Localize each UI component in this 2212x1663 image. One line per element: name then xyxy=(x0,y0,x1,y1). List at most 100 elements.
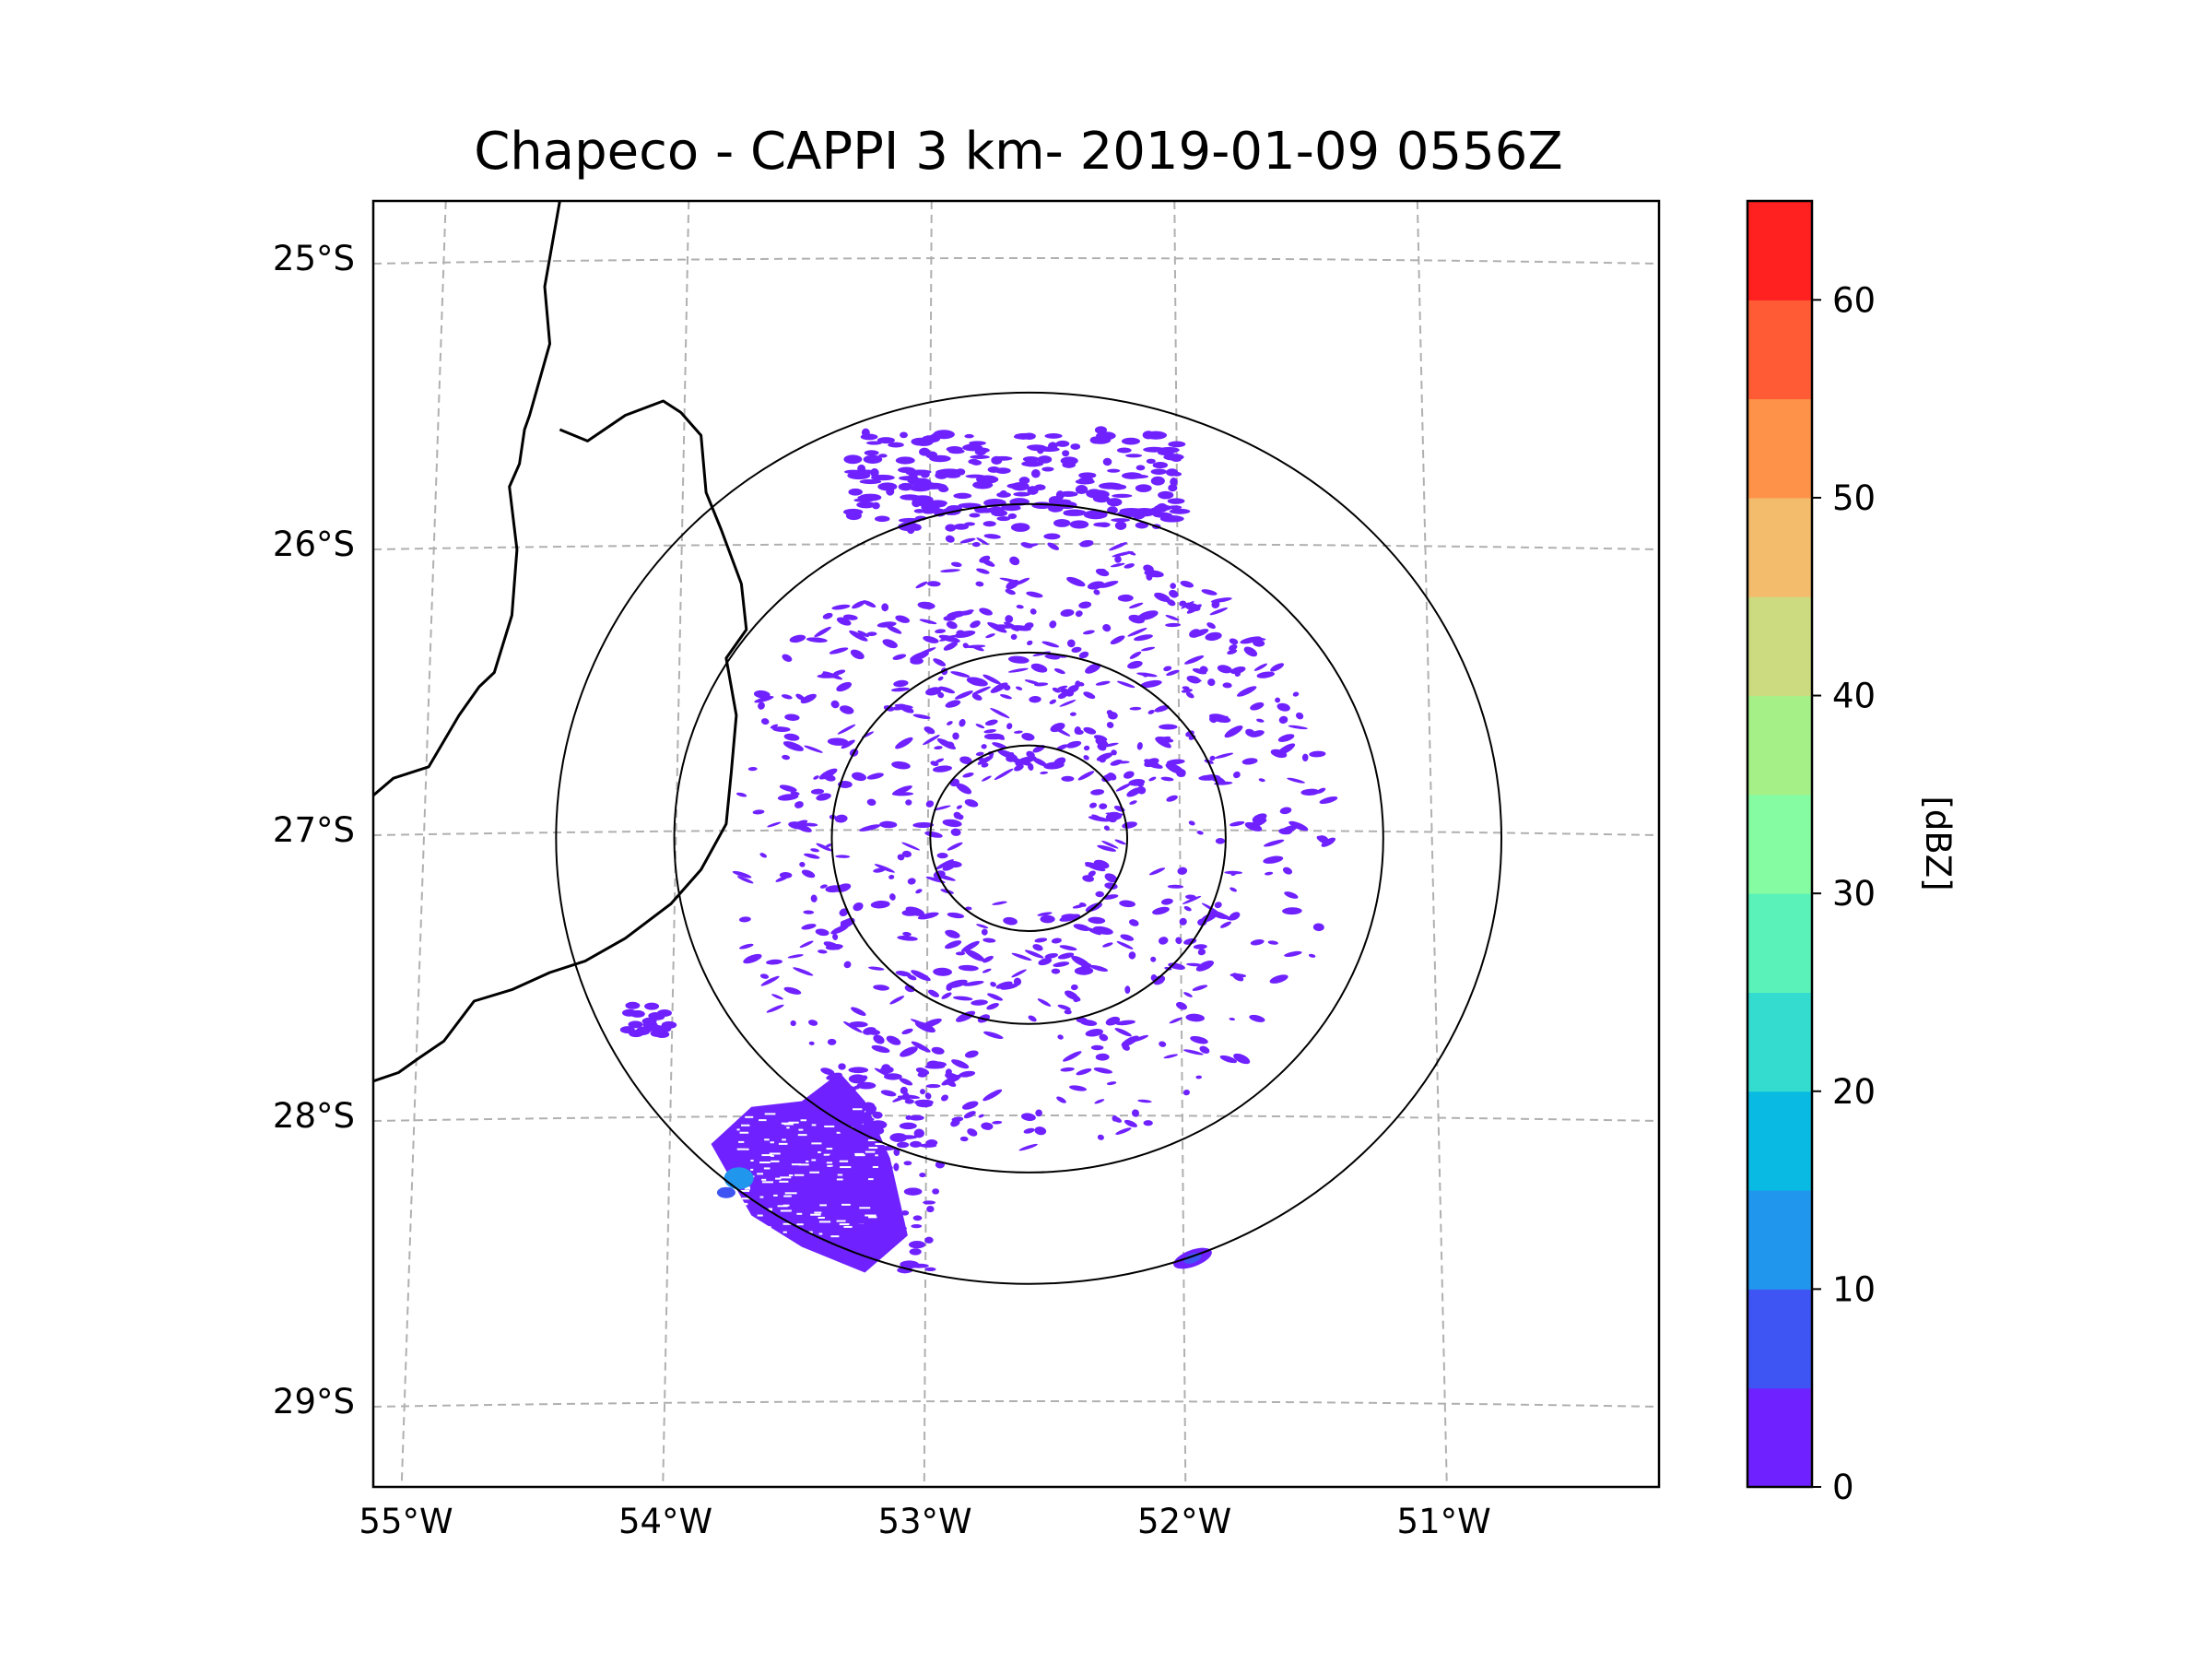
echo-speck xyxy=(955,951,966,956)
colorbar-tick-label: 50 xyxy=(1832,478,1876,518)
echo-gap xyxy=(852,1108,863,1111)
echo-speck xyxy=(830,700,840,709)
echo-gap xyxy=(770,1154,774,1157)
echo-speck xyxy=(888,874,895,879)
echo-speck xyxy=(937,676,944,681)
echo-speck xyxy=(1196,1039,1203,1043)
echo-speck xyxy=(1020,542,1033,548)
echo-speck xyxy=(930,761,939,767)
echo-speck xyxy=(882,639,898,649)
echo-speck xyxy=(1182,895,1202,904)
echo-gap xyxy=(784,1192,797,1195)
echo-speck xyxy=(1083,510,1108,520)
echo-speck xyxy=(771,994,783,1000)
echo-speck xyxy=(1163,1054,1178,1059)
echo-gap xyxy=(744,1186,750,1189)
echo-speck xyxy=(852,1138,865,1145)
echo-speck xyxy=(923,735,940,746)
echo-speck xyxy=(911,970,931,982)
echo-speck xyxy=(766,1004,784,1013)
echo-speck xyxy=(945,700,961,708)
echo-speck xyxy=(767,821,782,828)
echo-gap xyxy=(744,1187,751,1190)
echo-speck xyxy=(959,1070,976,1078)
echo-speck xyxy=(736,876,754,884)
echo-speck xyxy=(898,1135,918,1139)
echo-speck xyxy=(1159,492,1172,500)
echo-speck xyxy=(1177,867,1188,875)
echo-speck xyxy=(1104,873,1118,883)
echo-speck xyxy=(1074,966,1094,975)
echo-speck xyxy=(1186,962,1203,967)
echo-speck xyxy=(903,1187,923,1196)
echo-speck xyxy=(1114,839,1126,845)
echo-speck xyxy=(840,705,854,714)
echo-speck xyxy=(1142,430,1155,440)
colorbar-segment xyxy=(1747,497,1812,597)
echo-speck xyxy=(905,799,912,806)
echo-speck xyxy=(1040,771,1049,774)
colorbar-segment xyxy=(1747,992,1812,1092)
echo-speck xyxy=(1147,709,1155,714)
echo-speck xyxy=(828,1196,841,1200)
echo-speck xyxy=(990,707,1010,719)
echo-speck xyxy=(758,702,765,710)
echo-speck xyxy=(925,1083,941,1089)
echo-speck xyxy=(1129,651,1142,659)
echo-speck xyxy=(789,634,806,643)
echo-speck xyxy=(945,1068,952,1076)
echo-speck xyxy=(1097,1134,1104,1140)
echo-speck xyxy=(1116,940,1134,949)
echo-speck xyxy=(1059,945,1077,951)
echo-speck xyxy=(976,924,989,929)
echo-speck xyxy=(1288,820,1309,832)
echo-speck xyxy=(1215,838,1226,844)
echo-speck xyxy=(1214,752,1234,759)
echo-gap xyxy=(875,1154,878,1157)
echo-speck xyxy=(975,751,984,756)
echo-gap xyxy=(841,1203,851,1206)
echo-speck xyxy=(1006,483,1028,489)
echo-speck xyxy=(944,860,962,868)
echo-speck xyxy=(1083,745,1090,751)
echo-speck xyxy=(877,437,895,444)
echo-speck xyxy=(1034,1126,1047,1136)
echo-speck xyxy=(1027,486,1039,495)
echo-speck xyxy=(1199,1045,1210,1054)
echo-gap xyxy=(779,1180,789,1183)
echo-speck xyxy=(813,775,819,780)
echo-speck xyxy=(1129,602,1144,609)
echo-speck xyxy=(1040,914,1055,924)
echo-speck xyxy=(1114,521,1127,530)
echo-speck xyxy=(971,459,982,466)
echo-speck xyxy=(1014,764,1024,772)
echo-gap xyxy=(830,1235,840,1238)
echo-speck xyxy=(629,1030,644,1038)
echo-speck xyxy=(754,696,774,703)
echo-speck xyxy=(1267,940,1278,945)
echo-speck xyxy=(1112,550,1134,558)
echo-speck xyxy=(950,561,962,568)
echo-speck xyxy=(976,568,990,574)
echo-gap xyxy=(738,1140,745,1143)
echo-speck xyxy=(934,746,943,750)
echo-speck xyxy=(1250,938,1265,946)
echo-speck xyxy=(824,774,836,782)
echo-speck xyxy=(913,509,925,513)
echo-speck xyxy=(956,1010,976,1022)
echo-speck xyxy=(979,607,993,616)
echo-speck xyxy=(1053,518,1071,527)
echo-speck xyxy=(1052,687,1061,693)
echo-speck xyxy=(859,824,881,832)
echo-speck xyxy=(912,495,934,504)
echo-speck xyxy=(829,1152,843,1161)
echo-speck xyxy=(1229,638,1239,645)
echo-speck xyxy=(1024,679,1041,685)
x-tick-label: 55°W xyxy=(359,1502,453,1541)
echo-speck xyxy=(933,967,952,976)
echo-speck xyxy=(897,935,918,941)
echo-speck xyxy=(964,949,985,961)
echo-speck xyxy=(951,1116,964,1122)
echo-speck xyxy=(1183,992,1193,997)
echo-speck xyxy=(962,773,974,778)
